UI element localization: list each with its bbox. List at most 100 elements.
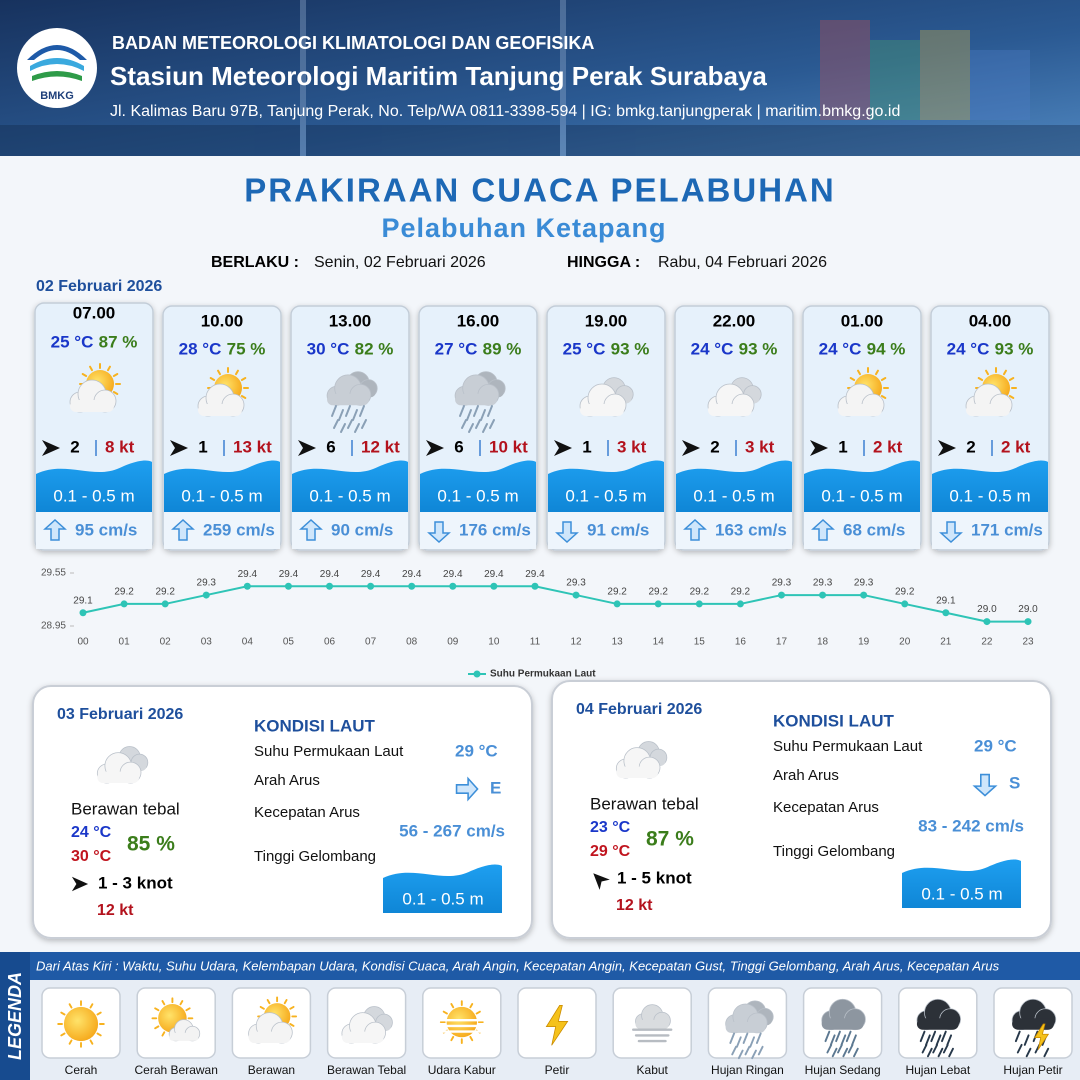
rain-drop [1025,1047,1032,1058]
weather-icon [837,367,889,417]
slot-gust: 3 kt [745,437,775,456]
weather-icon [197,367,249,417]
rain-drop [489,419,495,429]
value-label: 29.3 [772,578,792,589]
cloud [96,752,142,784]
sun-ray [154,1025,160,1030]
x-tick-label: 19 [858,637,870,648]
rain-drop [757,1045,764,1056]
cloud [965,383,1013,417]
cloud [248,1012,293,1044]
value-label: 29.2 [114,587,134,598]
cloud-part [916,1018,959,1030]
legend-item-label: Berawan [248,1063,295,1077]
slot-time: 07.00 [73,303,116,322]
legend-item-label: Hujan Lebat [905,1063,970,1077]
slot-time: 01.00 [841,311,884,330]
slot-wave: 0.1 - 0.5 m [821,486,902,505]
sea-label: Arah Arus [773,767,839,784]
current-direction-arrow [811,518,835,541]
value-label: 29.0 [977,604,997,615]
rain-drop [1016,1043,1023,1054]
legend-title: LEGENDA [5,972,25,1060]
weather-icon [707,377,762,417]
rain-drop [468,423,474,433]
sun-ray [89,1039,94,1045]
cloud-part [821,1018,864,1030]
data-point [860,591,868,599]
cloud-part [725,1022,766,1033]
rain-drop [729,1032,736,1044]
slot-gust: 13 kt [233,437,272,456]
x-tick-label: 13 [612,637,624,648]
sun-ray [450,1035,455,1042]
slot-time: 19.00 [585,311,628,330]
data-point [79,609,87,617]
data-point [531,582,539,590]
sea-label: Kecepatan Arus [254,804,360,821]
value-label: 29.2 [690,587,710,598]
day-humidity: 87 % [646,828,694,851]
wind-direction-arrow [42,440,60,456]
value-label: 29.1 [73,595,93,606]
y-tick-label: 28.95 [41,621,66,632]
value-label: 29.4 [443,569,463,580]
day-temp-min: 23 °C [590,819,631,836]
data-point [408,582,416,590]
sea-title: KONDISI LAUT [254,716,376,735]
current-direction-arrow [43,518,67,541]
valid-from-label: BERLAKU : [211,254,299,271]
data-point [326,582,334,590]
wind-direction-arrow [938,440,956,456]
logo-badge [17,28,97,108]
legend-item-label: Cerah Berawan [135,1063,218,1077]
sun-ray [442,1010,448,1015]
slot-wind-speed: 1 [838,437,847,456]
weather-icon [439,1000,484,1044]
sun-ray [880,395,887,399]
slot-time: 22.00 [713,311,756,330]
rain-drop [737,1049,744,1060]
rain-drop [340,423,346,433]
value-label: 29.3 [813,578,833,589]
legend-item-label: Hujan Sedang [805,1063,881,1077]
wind-direction-arrow [554,440,572,456]
rain-drop [1014,1030,1021,1043]
valid-until: Rabu, 04 Februari 2026 [658,254,827,271]
slot-gust: 2 kt [1001,437,1031,456]
slot-humidity: 94 % [867,339,906,358]
data-point [120,600,128,608]
slot-temp: 28 °C [179,339,222,358]
rain-drop [853,1047,859,1058]
cloud-part [327,393,369,406]
sun-ray [985,369,989,376]
x-tick-label: 07 [365,637,377,648]
sun-ray [60,1011,66,1016]
day-temp-max: 30 °C [71,848,112,865]
wave-band [902,859,1021,908]
rain-drop [361,419,367,429]
cloud-part [966,404,1010,416]
sea-sst: 29 °C [455,741,498,760]
value-label: 29.2 [895,587,915,598]
rain-drop [930,1030,937,1043]
slot-current-speed: 163 cm/s [715,520,787,539]
sun-ray [60,1032,66,1037]
rain-drop [345,405,351,417]
value-label: 29.2 [607,587,627,598]
title: PRAKIRAAN CUACA PELABUHAN [244,172,835,209]
rain-drop [919,1030,926,1043]
rain-drop [948,1047,954,1058]
day-wind: 1 - 5 knot [617,868,692,887]
rain-drop [352,409,358,421]
rain-drop [736,1036,742,1048]
sea-current-dir: S [1009,773,1020,792]
sun-ray [1003,369,1007,376]
slot-temp: 25 °C [51,332,94,351]
sun-ray [112,373,119,377]
wind-direction-arrow [298,440,316,456]
cloud [341,1012,386,1044]
logo-arc [30,58,84,71]
sun-ray [107,365,111,372]
